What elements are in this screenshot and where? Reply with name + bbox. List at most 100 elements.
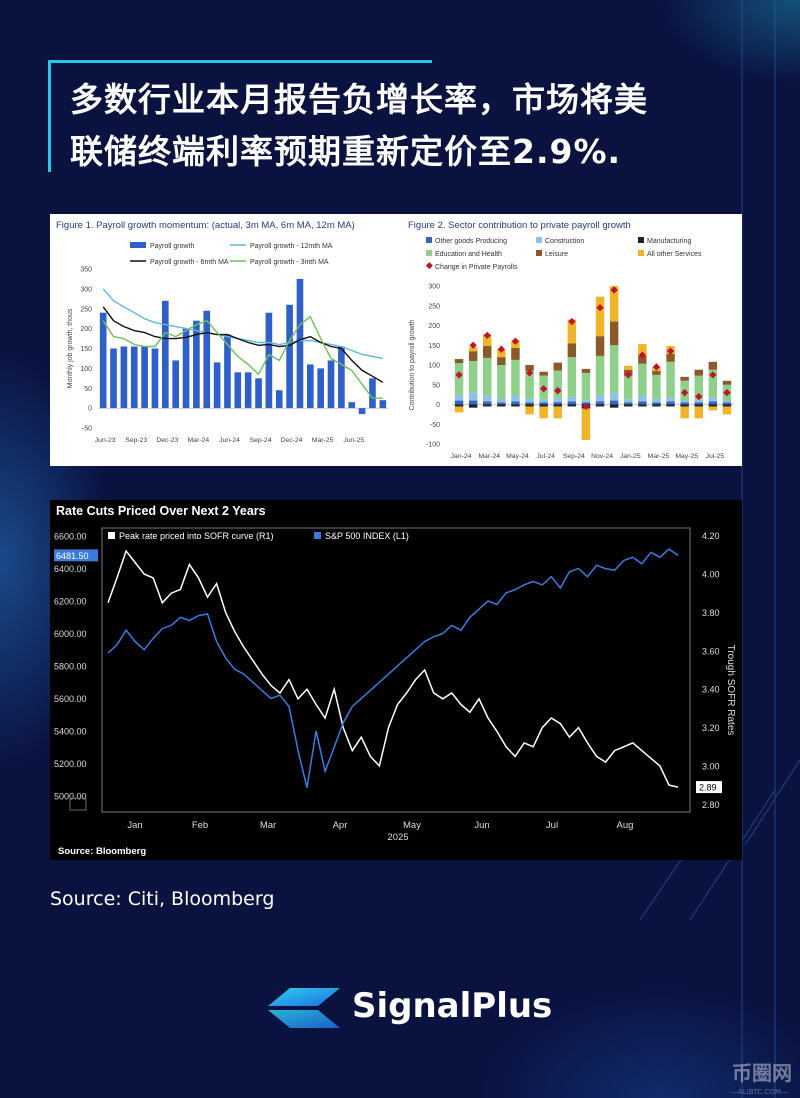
left-tick-label: 6600.00 <box>54 532 87 542</box>
legend-swatch <box>130 242 146 248</box>
stack-segment-manufacturing <box>624 404 633 407</box>
stack-segment-edu_health <box>652 374 661 399</box>
stack-segment-manufacturing <box>666 404 675 407</box>
x-tick-label: Jun-23 <box>95 437 116 444</box>
stack-segment-construction <box>553 398 562 403</box>
left-tick-label: 5000.00 <box>54 791 87 801</box>
bar <box>286 304 293 409</box>
stack-segment-other_goods <box>694 402 703 405</box>
stack-segment-construction <box>567 396 577 402</box>
chart-title: Figure 1. Payroll growth momentum: (actu… <box>56 220 355 231</box>
change-marker <box>723 388 731 397</box>
x-tick-label: Jan-24 <box>451 453 472 460</box>
headline-frame-top <box>48 60 432 63</box>
stack-segment-manufacturing <box>680 404 689 407</box>
stack-segment-edu_health <box>511 359 520 396</box>
right-tick-label: 3.80 <box>702 608 720 618</box>
stack-segment-other_goods <box>468 400 478 405</box>
stack-segment-construction <box>581 400 591 403</box>
x-tick-label: May-25 <box>675 453 698 460</box>
x-tick-label: Mar-25 <box>312 437 334 444</box>
y-axis-label: Contribution to payroll growth <box>409 319 416 410</box>
bar <box>255 378 262 409</box>
stack-segment-leisure <box>483 346 492 358</box>
stack-segment-leisure <box>567 343 577 358</box>
headline-line-1: 多数行业本月报告负增长率，市场将美 <box>70 80 648 119</box>
chart-source: Source: Bloomberg <box>58 846 146 857</box>
stack-segment-construction <box>497 398 506 403</box>
legend-swatch <box>314 532 321 539</box>
bar <box>224 334 231 409</box>
stack-segment-leisure <box>539 371 548 376</box>
y-tick-label: 100 <box>428 363 440 370</box>
stack-segment-other_services <box>553 406 562 419</box>
x-tick-label: Feb <box>192 820 208 831</box>
stack-segment-leisure <box>694 369 703 376</box>
stack-segment-leisure <box>525 365 534 371</box>
x-tick-label: Jan <box>127 820 142 831</box>
headline: 多数行业本月报告负增长率，市场将美 联储终端利率预期重新定价至2.9%. <box>70 74 790 178</box>
legend-swatch <box>638 250 644 256</box>
stack-segment-manufacturing <box>553 404 562 407</box>
stack-segment-leisure <box>511 348 520 360</box>
stack-segment-manufacturing <box>539 404 548 407</box>
stack-segment-manufacturing <box>652 404 661 407</box>
stack-segment-construction <box>483 395 492 402</box>
stack-segment-other_services <box>468 347 478 352</box>
left-tick-label: 5800.00 <box>54 661 87 671</box>
left-tick-label: 6000.00 <box>54 629 87 639</box>
legend-label: S&P 500 INDEX (L1) <box>325 531 409 541</box>
stack-segment-other_services <box>483 334 492 347</box>
figure-2-sector-chart: Figure 2. Sector contribution to private… <box>408 220 734 460</box>
legend-label: Peak rate priced into SOFR curve (R1) <box>119 531 274 541</box>
legend-swatch <box>638 237 644 243</box>
stack-segment-manufacturing <box>609 404 619 408</box>
x-tick-label: Apr <box>333 820 348 831</box>
legend-swatch <box>426 237 432 243</box>
legend-label: All other Services <box>647 251 702 258</box>
legend-label: Payroll growth <box>150 243 194 250</box>
bar <box>110 348 117 409</box>
stack-segment-other_goods <box>553 402 562 405</box>
bar <box>172 360 179 409</box>
stack-segment-other_goods <box>609 400 619 405</box>
stack-segment-other_services <box>567 319 577 344</box>
stack-segment-manufacturing <box>595 404 605 407</box>
brand-logo: SignalPlus <box>268 980 552 1032</box>
stack-segment-leisure <box>609 321 619 346</box>
stack-segment-edu_health <box>694 375 703 400</box>
stack-segment-manufacturing <box>454 404 464 407</box>
bar <box>99 312 107 409</box>
x-tick-label: Jun <box>474 820 489 831</box>
stack-segment-other_services <box>694 406 703 419</box>
y-tick-label: 350 <box>80 267 92 274</box>
stack-segment-construction <box>454 394 464 401</box>
stack-segment-edu_health <box>609 345 619 393</box>
right-last-value-box <box>696 781 722 794</box>
y-tick-label: 0 <box>88 406 92 413</box>
stack-segment-construction <box>722 400 732 403</box>
plot-frame <box>101 527 691 813</box>
bar <box>338 346 345 409</box>
stack-segment-other_services <box>680 406 689 419</box>
legend-swatch <box>425 262 433 270</box>
y-tick-label: 200 <box>428 323 440 330</box>
x-tick-label: Mar <box>260 820 276 831</box>
stack-segment-construction <box>525 398 534 403</box>
y-axis-label: Monthly job growth, thous <box>67 308 74 388</box>
chart-title: Figure 2. Sector contribution to private… <box>408 220 631 231</box>
series-line-ma12 <box>102 288 383 360</box>
stack-segment-construction <box>624 399 633 403</box>
stack-segment-manufacturing <box>497 404 506 407</box>
stack-segment-other_goods <box>567 401 577 405</box>
x-tick-label: Sep-24 <box>563 453 585 460</box>
stack-segment-edu_health <box>454 363 464 395</box>
right-tick-label: 3.40 <box>702 685 720 695</box>
right-tick-label: 4.00 <box>702 570 720 580</box>
bloomberg-chart-panel: Rate Cuts Priced Over Next 2 Years Peak r… <box>50 500 742 860</box>
stack-segment-construction <box>680 400 689 403</box>
legend-swatch <box>426 250 432 256</box>
stack-segment-other_goods <box>511 401 520 405</box>
stack-segment-edu_health <box>581 372 591 401</box>
stack-segment-construction <box>511 395 520 402</box>
